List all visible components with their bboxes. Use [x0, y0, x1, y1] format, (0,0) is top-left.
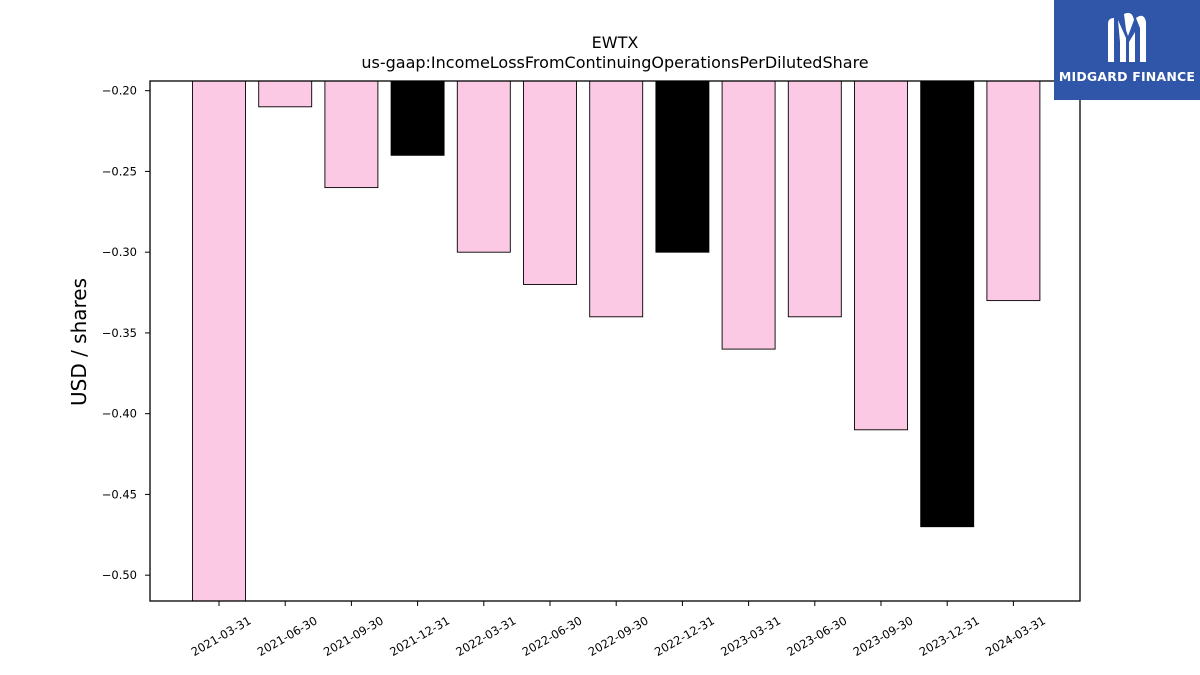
- x-tick-label: 2022-09-30: [586, 613, 651, 659]
- y-axis-label: USD / shares: [67, 278, 91, 406]
- y-tick-label: −0.25: [102, 164, 137, 178]
- bar-2022-06-30: [523, 81, 577, 285]
- y-axis: −0.20 −0.25 −0.30 −0.35 −0.40 −0.45 −0.50: [102, 84, 150, 582]
- x-tick-label: 2023-03-31: [718, 613, 783, 659]
- x-axis: 2021-03-31 2021-06-30 2021-09-30 2021-12-31…: [189, 601, 1048, 659]
- x-tick-label: 2022-06-30: [520, 613, 585, 659]
- x-tick-label: 2024-03-31: [983, 613, 1048, 659]
- bar-2021-09-30: [324, 81, 379, 189]
- y-tick-label: −0.45: [102, 487, 137, 501]
- y-tick-label: −0.35: [102, 326, 137, 340]
- midgard-finance-logo: MIDGARD FINANCE: [1054, 0, 1200, 100]
- bar-2021-06-30: [258, 81, 313, 108]
- x-tick-label: 2023-09-30: [851, 613, 916, 659]
- plot-frame: [149, 80, 1081, 602]
- bar-2023-09-30: [854, 81, 908, 431]
- bar-2021-12-31: [390, 81, 445, 156]
- x-tick-label: 2022-12-31: [652, 613, 717, 659]
- x-tick-label: 2021-06-30: [255, 613, 320, 659]
- chart-title: EWTX: [592, 33, 639, 52]
- bar-2023-12-31: [920, 81, 975, 528]
- bar-2022-03-31: [456, 81, 511, 253]
- y-tick-label: −0.30: [102, 245, 137, 259]
- x-tick-label: 2022-03-31: [453, 613, 518, 659]
- midgard-m-logo-icon: [1108, 12, 1146, 62]
- bar-2024-03-31: [986, 81, 1041, 302]
- x-tick-label: 2023-06-30: [784, 613, 849, 659]
- x-tick-label: 2021-12-31: [387, 613, 452, 659]
- x-tick-label: 2021-03-31: [189, 613, 254, 659]
- bars-group: [192, 81, 1041, 601]
- chart-subtitle: us-gaap:IncomeLossFromContinuingOperatio…: [361, 53, 868, 72]
- y-tick-label: −0.20: [102, 84, 137, 98]
- y-tick-label: −0.50: [102, 568, 137, 582]
- bar-2023-06-30: [787, 81, 842, 318]
- logo-text: MIDGARD FINANCE: [1058, 69, 1196, 84]
- x-tick-label: 2023-12-31: [917, 613, 982, 659]
- bar-2022-12-31: [655, 81, 710, 253]
- bar-2021-03-31: [192, 81, 246, 601]
- bar-2023-03-31: [721, 81, 776, 350]
- x-tick-label: 2021-09-30: [321, 613, 386, 659]
- bar-2022-09-30: [589, 81, 644, 318]
- y-tick-label: −0.40: [102, 407, 137, 421]
